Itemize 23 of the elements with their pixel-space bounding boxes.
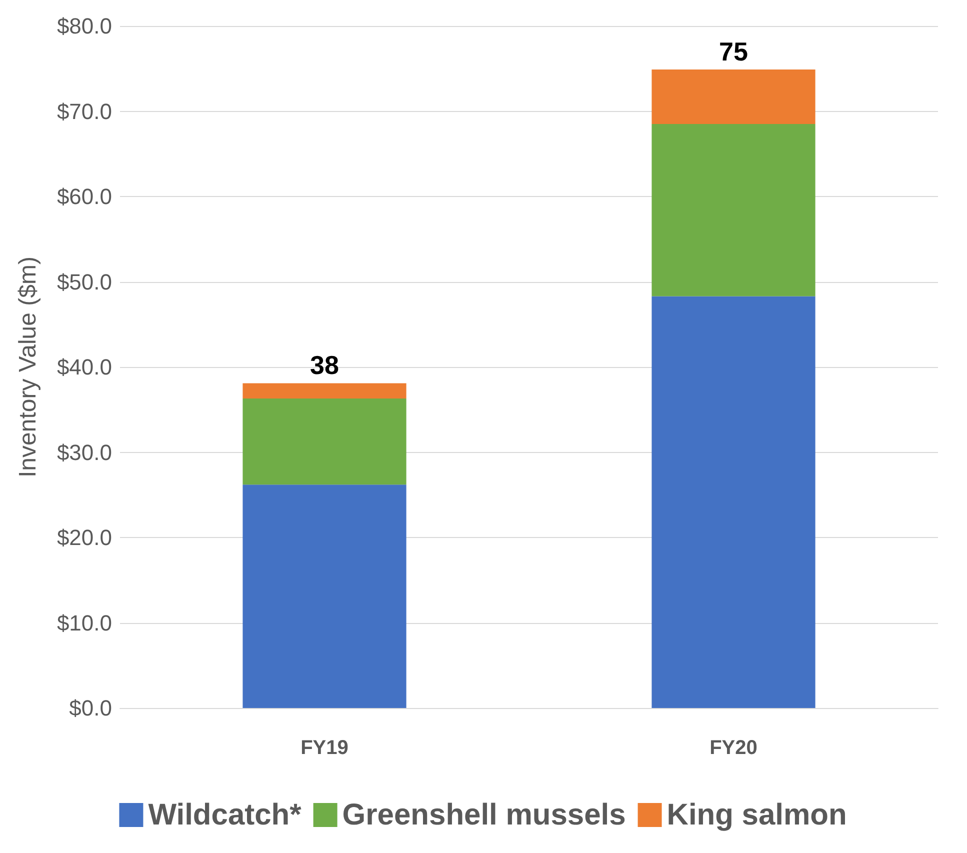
- bar: [242, 398, 406, 485]
- total-label: 75: [719, 36, 748, 66]
- total-label: 38: [310, 350, 339, 380]
- y-tick-label: $80.0: [56, 14, 112, 38]
- y-tick-label: $30.0: [56, 440, 112, 465]
- bar: [242, 383, 406, 399]
- bar: [652, 69, 816, 124]
- y-tick-label: $0.0: [69, 696, 112, 720]
- bar: [242, 484, 406, 708]
- x-tick-label: FY19: [300, 737, 348, 759]
- y-tick-label: $70.0: [56, 98, 112, 124]
- legend-label: Wildcatch*: [148, 798, 302, 832]
- x-tick-label: FY20: [710, 737, 758, 759]
- y-tick-label: $60.0: [56, 184, 112, 209]
- y-tick-label: $50.0: [56, 269, 112, 294]
- bar: [652, 124, 816, 296]
- y-axis-title: Inventory Value ($m): [14, 256, 42, 478]
- y-tick-label: $10.0: [56, 610, 112, 636]
- legend-label: King salmon: [666, 798, 847, 832]
- bar: [652, 296, 816, 708]
- y-tick-label: $40.0: [56, 354, 112, 380]
- y-tick-label: $20.0: [56, 525, 112, 550]
- legend-label: Greenshell mussels: [342, 798, 626, 832]
